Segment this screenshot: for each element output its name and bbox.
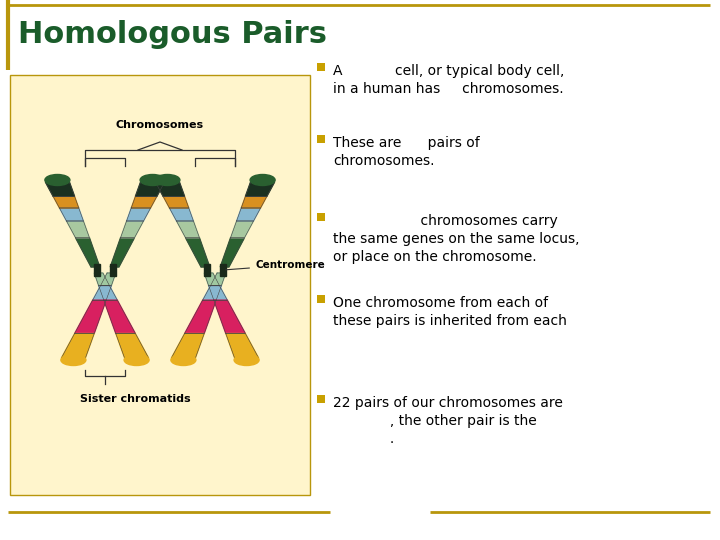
Polygon shape	[75, 300, 106, 334]
Polygon shape	[131, 197, 157, 208]
Polygon shape	[76, 238, 100, 267]
Text: One chromosome from each of
these pairs is inherited from each: One chromosome from each of these pairs …	[333, 296, 567, 328]
Ellipse shape	[61, 354, 86, 366]
Polygon shape	[163, 197, 189, 208]
Polygon shape	[66, 221, 89, 238]
Polygon shape	[186, 238, 210, 267]
Polygon shape	[220, 238, 244, 267]
Polygon shape	[45, 182, 75, 197]
Text: Chromosomes: Chromosomes	[116, 120, 204, 130]
Ellipse shape	[140, 174, 165, 186]
Polygon shape	[104, 300, 135, 334]
Ellipse shape	[234, 354, 259, 366]
Polygon shape	[246, 182, 274, 197]
Polygon shape	[241, 197, 267, 208]
FancyBboxPatch shape	[317, 135, 325, 143]
Polygon shape	[209, 286, 228, 300]
Ellipse shape	[45, 174, 70, 186]
Polygon shape	[127, 208, 150, 221]
Polygon shape	[116, 334, 148, 358]
FancyBboxPatch shape	[317, 295, 325, 303]
Polygon shape	[60, 208, 84, 221]
Polygon shape	[204, 264, 210, 276]
FancyBboxPatch shape	[317, 63, 325, 71]
Polygon shape	[204, 273, 220, 286]
Polygon shape	[94, 273, 109, 286]
Polygon shape	[120, 221, 143, 238]
Polygon shape	[93, 286, 112, 300]
FancyBboxPatch shape	[317, 213, 325, 221]
Polygon shape	[202, 286, 221, 300]
Polygon shape	[156, 182, 184, 197]
Polygon shape	[99, 286, 117, 300]
Polygon shape	[214, 300, 246, 334]
Polygon shape	[210, 273, 226, 286]
Polygon shape	[53, 197, 78, 208]
Polygon shape	[169, 208, 194, 221]
Text: Centromere: Centromere	[226, 260, 325, 270]
Ellipse shape	[155, 174, 180, 186]
Polygon shape	[109, 264, 116, 276]
Ellipse shape	[250, 174, 275, 186]
Polygon shape	[61, 334, 94, 358]
Polygon shape	[101, 273, 116, 286]
Polygon shape	[135, 182, 165, 197]
Text: chromosomes carry
the same genes on the same locus,
or place on the chromosome.: chromosomes carry the same genes on the …	[333, 214, 580, 264]
Polygon shape	[110, 238, 135, 267]
Polygon shape	[226, 334, 258, 358]
Polygon shape	[237, 208, 261, 221]
Polygon shape	[230, 221, 253, 238]
Text: Homologous Pairs: Homologous Pairs	[18, 20, 327, 49]
Polygon shape	[171, 334, 204, 358]
Text: These are      pairs of
chromosomes.: These are pairs of chromosomes.	[333, 136, 480, 168]
Polygon shape	[184, 300, 216, 334]
Polygon shape	[176, 221, 199, 238]
Text: A            cell, or typical body cell,
in a human has     chromosomes.: A cell, or typical body cell, in a human…	[333, 64, 564, 96]
FancyBboxPatch shape	[10, 75, 310, 495]
Polygon shape	[220, 264, 226, 276]
Ellipse shape	[171, 354, 196, 366]
Polygon shape	[94, 264, 100, 276]
Text: 22 pairs of our chromosomes are
             , the other pair is the
           : 22 pairs of our chromosomes are , the ot…	[333, 396, 563, 446]
FancyBboxPatch shape	[317, 395, 325, 403]
Ellipse shape	[124, 354, 149, 366]
Text: Sister chromatids: Sister chromatids	[80, 394, 191, 404]
